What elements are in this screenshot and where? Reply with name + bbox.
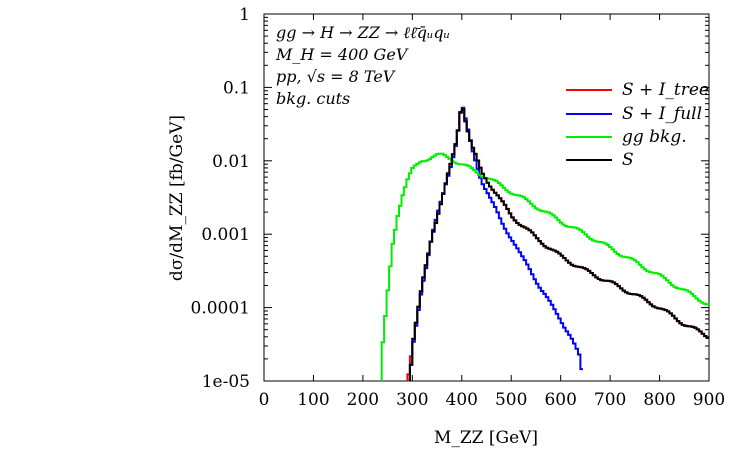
y-tick-label: 0.001: [201, 225, 250, 245]
y-tick-label: 0.1: [223, 78, 250, 98]
annotation-block: gg → H → ZZ → ℓℓ̄q̄ᵤqᵤ M_H = 400 GeV pp,…: [275, 23, 450, 108]
y-tick-label: 1e-05: [202, 372, 250, 392]
x-tick-label: 100: [297, 390, 329, 410]
legend-label: gg bkg.: [622, 127, 687, 147]
series-line-3: [408, 108, 709, 381]
y-tick-label: 0.01: [212, 152, 250, 172]
x-tick-label: 600: [544, 390, 576, 410]
legend-label: S + I_tree: [622, 80, 709, 100]
x-axis: 0 100 200 300 400 500 600 700 800 900: [259, 14, 725, 410]
legend-label: S + I_full: [622, 104, 702, 124]
series-layer: [380, 106, 709, 381]
x-tick-label: 400: [446, 390, 478, 410]
x-tick-label: 700: [594, 390, 626, 410]
annotation-cuts: bkg. cuts: [276, 89, 350, 108]
series-line-0: [406, 109, 709, 381]
y-axis: 1e-05 0.0001 0.001 0.01 0.1 1: [191, 5, 709, 392]
y-tick-label: 1: [239, 5, 250, 25]
x-tick-label: 500: [495, 390, 527, 410]
annotation-process: gg → H → ZZ → ℓℓ̄q̄ᵤqᵤ: [276, 23, 450, 42]
x-tick-label: 800: [643, 390, 675, 410]
legend-label: S: [622, 150, 634, 170]
x-tick-label: 300: [396, 390, 428, 410]
x-tick-label: 200: [347, 390, 379, 410]
x-tick-label: 900: [693, 390, 725, 410]
y-axis-label: dσ/dM_ZZ [fb/GeV]: [167, 115, 187, 281]
series-line-2: [380, 152, 709, 381]
y-tick-label: 0.0001: [191, 299, 250, 319]
x-tick-label: 0: [259, 390, 270, 410]
annotation-energy: pp, √s = 8 TeV: [276, 67, 396, 86]
x-axis-label: M_ZZ [GeV]: [434, 428, 538, 448]
annotation-mass: M_H = 400 GeV: [275, 45, 409, 64]
series-line-1: [408, 106, 583, 381]
plot-frame: [263, 13, 710, 382]
